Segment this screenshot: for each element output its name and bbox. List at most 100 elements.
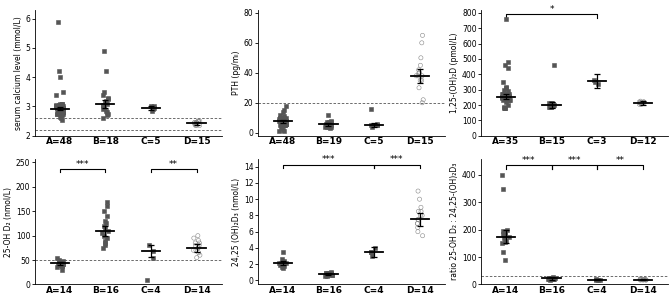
Point: [193, 119, 204, 123]
Point: [325, 123, 335, 128]
Y-axis label: 25-OH D₂ (nmol/L): 25-OH D₂ (nmol/L): [4, 187, 13, 257]
Point: [593, 81, 603, 86]
Point: [635, 101, 646, 106]
Point: [634, 100, 645, 105]
Point: [417, 233, 428, 238]
Point: [190, 241, 201, 245]
Point: [51, 104, 62, 109]
Point: [413, 209, 424, 214]
Point: [275, 115, 286, 120]
Point: [99, 233, 110, 238]
Point: [56, 107, 67, 112]
Point: [370, 245, 380, 250]
Point: [276, 120, 287, 125]
Point: [417, 100, 427, 105]
Point: [497, 241, 508, 246]
Point: [366, 106, 376, 111]
Point: [278, 123, 289, 128]
Point: [99, 226, 110, 231]
Point: [97, 231, 108, 236]
Point: [498, 97, 509, 102]
Point: [416, 209, 427, 214]
Point: [278, 260, 289, 265]
Point: [278, 118, 289, 123]
Point: [99, 243, 110, 248]
Point: [146, 104, 157, 109]
Point: [276, 121, 287, 126]
Point: [97, 92, 108, 97]
Point: [636, 100, 646, 105]
Point: [277, 262, 288, 266]
Point: [321, 272, 332, 277]
Point: [55, 262, 66, 266]
Point: [547, 275, 558, 280]
Point: [638, 100, 649, 104]
Point: [56, 116, 67, 120]
Point: [192, 122, 202, 126]
Point: [325, 271, 335, 275]
Point: [56, 109, 67, 113]
Text: ***: ***: [322, 155, 335, 164]
Point: [191, 248, 202, 253]
Point: [326, 124, 337, 129]
Point: [101, 113, 112, 118]
Point: [503, 97, 513, 101]
Point: [591, 277, 601, 281]
Point: [504, 234, 515, 239]
Point: [640, 277, 651, 282]
Point: [54, 106, 65, 110]
Point: [188, 236, 199, 240]
Point: [188, 248, 199, 253]
Point: [499, 93, 510, 97]
Point: [498, 91, 509, 96]
Point: [372, 123, 383, 128]
Point: [497, 249, 508, 254]
Text: **: **: [169, 160, 178, 169]
Point: [56, 267, 67, 272]
Point: [193, 238, 204, 243]
Point: [279, 114, 290, 119]
Point: [366, 250, 376, 254]
Point: [590, 80, 601, 84]
Point: [146, 109, 157, 113]
Point: [100, 238, 111, 243]
Point: [414, 70, 425, 75]
Point: [500, 230, 511, 235]
Y-axis label: 1,25-(OH)₂D (pmol/L): 1,25-(OH)₂D (pmol/L): [450, 33, 459, 113]
Point: [56, 109, 67, 113]
Point: [280, 120, 290, 125]
Point: [322, 120, 333, 125]
Point: [322, 272, 333, 277]
Point: [280, 115, 291, 120]
Point: [637, 101, 648, 106]
Point: [499, 104, 509, 109]
Point: [98, 224, 109, 228]
Point: [371, 123, 382, 128]
Point: [52, 106, 62, 110]
Point: [366, 254, 377, 258]
Point: [504, 92, 515, 97]
Point: [544, 104, 554, 109]
Point: [280, 118, 291, 123]
Point: [279, 121, 290, 126]
Point: [55, 75, 66, 80]
Point: [278, 108, 289, 113]
Point: [638, 100, 649, 104]
Point: [417, 33, 428, 38]
Point: [57, 107, 68, 112]
Point: [278, 118, 288, 123]
Point: [276, 265, 287, 270]
Point: [497, 229, 508, 234]
Point: [194, 243, 204, 248]
Point: [325, 271, 335, 276]
Point: [501, 238, 511, 243]
Point: [278, 266, 288, 271]
Point: [497, 93, 508, 98]
Point: [148, 107, 159, 112]
Point: [57, 262, 68, 266]
Point: [546, 103, 557, 108]
Point: [56, 104, 67, 109]
Point: [190, 120, 200, 125]
Point: [327, 273, 337, 277]
Point: [52, 110, 63, 115]
